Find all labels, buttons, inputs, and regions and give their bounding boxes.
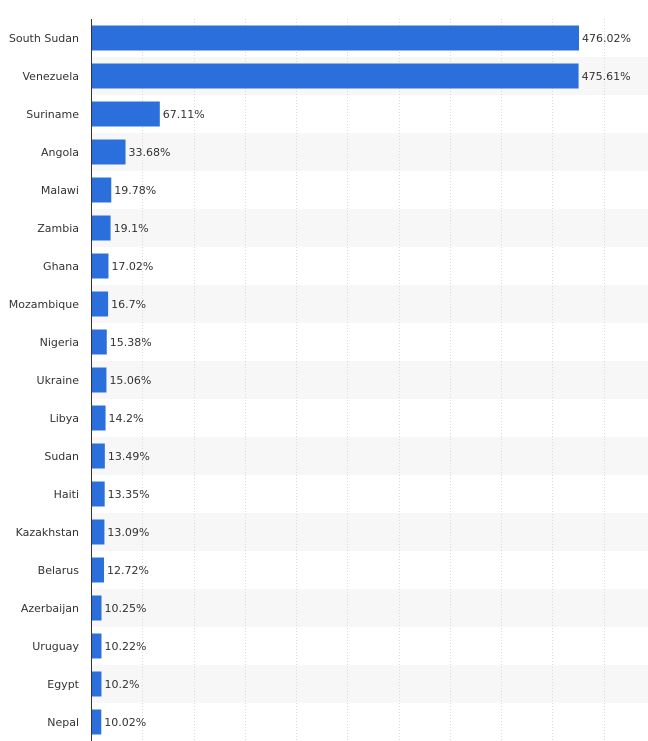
category-label: Haiti [54, 488, 79, 501]
value-label: 10.25% [105, 602, 147, 615]
row-stripe [91, 209, 648, 247]
value-label: 17.02% [111, 260, 153, 273]
category-label: Suriname [26, 108, 79, 121]
bar [91, 519, 105, 545]
bar [91, 101, 160, 127]
row-stripe [91, 513, 648, 551]
value-labels: 476.02% 475.61% 67.11% 33.68% 19.78% 19.1% 17.… [104, 32, 631, 729]
bar [91, 671, 102, 697]
value-label: 15.06% [109, 374, 151, 387]
bars [91, 25, 579, 735]
value-label: 33.68% [129, 146, 171, 159]
category-label: Nepal [47, 716, 79, 729]
bar [91, 329, 107, 355]
bar [91, 215, 111, 241]
row-stripe [91, 285, 648, 323]
category-label: Kazakhstan [16, 526, 79, 539]
value-label: 10.22% [104, 640, 146, 653]
category-labels: South Sudan Venezuela Suriname Angola Malawi… [9, 32, 80, 729]
value-label: 19.78% [114, 184, 156, 197]
bar [91, 443, 105, 469]
bar [91, 291, 109, 317]
value-label: 476.02% [582, 32, 631, 45]
category-label: Sudan [44, 450, 79, 463]
value-label: 13.49% [108, 450, 150, 463]
bar [91, 595, 102, 621]
category-label: Nigeria [40, 336, 79, 349]
category-label: South Sudan [9, 32, 79, 45]
bar [91, 177, 112, 203]
value-label: 475.61% [582, 70, 631, 83]
value-label: 12.72% [107, 564, 149, 577]
category-label: Egypt [47, 678, 79, 691]
bar [91, 253, 109, 279]
category-label: Venezuela [23, 70, 80, 83]
bar [91, 405, 106, 431]
bar [91, 63, 579, 89]
bar [91, 139, 126, 165]
category-label: Ukraine [37, 374, 80, 387]
category-label: Libya [50, 412, 79, 425]
row-stripe [91, 361, 648, 399]
value-label: 13.35% [108, 488, 150, 501]
bar [91, 25, 579, 51]
value-label: 15.38% [110, 336, 152, 349]
category-label: Mozambique [9, 298, 79, 311]
value-label: 19.1% [114, 222, 149, 235]
category-label: Ghana [43, 260, 79, 273]
bar [91, 557, 105, 583]
bar [91, 367, 107, 393]
row-stripe [91, 665, 648, 703]
bar [91, 633, 102, 659]
value-label: 14.2% [109, 412, 144, 425]
category-label: Angola [41, 146, 79, 159]
category-label: Belarus [38, 564, 80, 577]
category-label: Zambia [37, 222, 79, 235]
row-stripes [91, 57, 648, 703]
value-label: 10.2% [104, 678, 139, 691]
value-label: 16.7% [111, 298, 146, 311]
row-stripe [91, 589, 648, 627]
value-label: 13.09% [107, 526, 149, 539]
row-stripe [91, 437, 648, 475]
value-label: 10.02% [104, 716, 146, 729]
category-label: Uruguay [32, 640, 79, 653]
row-stripe [91, 133, 648, 171]
value-label: 67.11% [163, 108, 205, 121]
gridlines [142, 19, 605, 741]
bar [91, 709, 102, 735]
category-label: Azerbaijan [21, 602, 79, 615]
bar [91, 481, 105, 507]
category-label: Malawi [41, 184, 79, 197]
